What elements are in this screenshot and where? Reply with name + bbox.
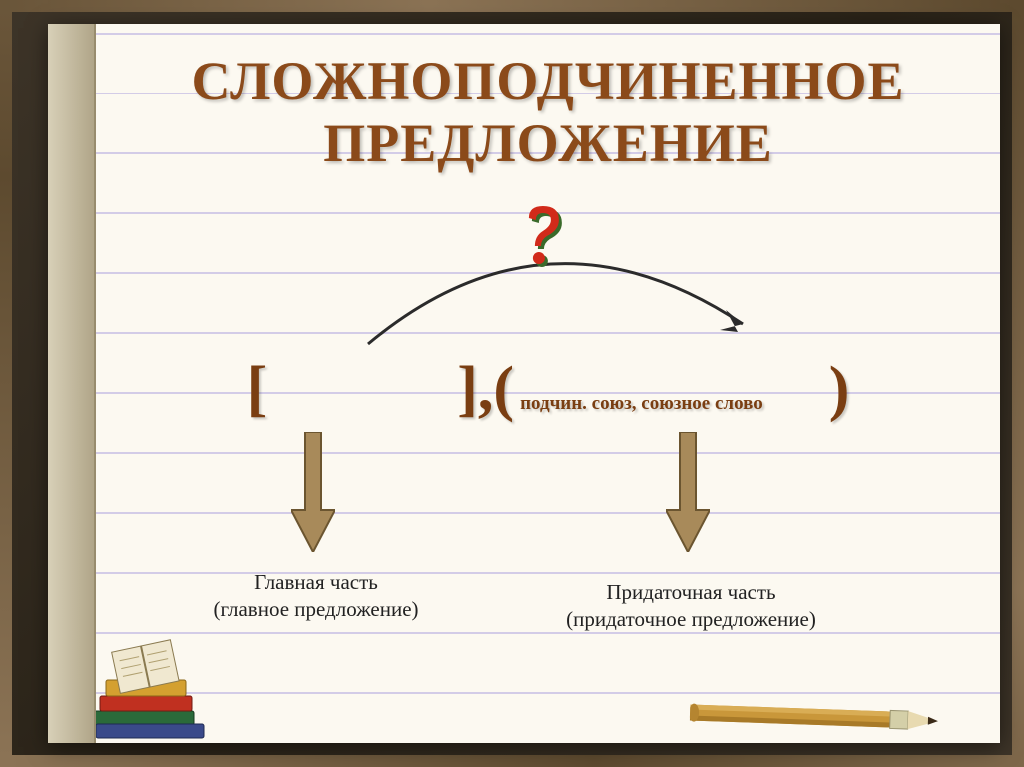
comma: , <box>478 354 494 425</box>
down-arrow-main <box>291 432 335 552</box>
title-line-2: ПРЕДЛОЖЕНИЕ <box>96 112 1000 174</box>
sub-label-line1: Придаточная часть <box>536 579 846 606</box>
subordinate-clause-label: Придаточная часть (придаточное предложен… <box>536 579 846 634</box>
title-line-1: СЛОЖНОПОДЧИНЕННОЕ <box>96 50 1000 112</box>
close-square-bracket: ] <box>457 354 478 425</box>
down-arrow-sub <box>666 432 710 552</box>
conjunction-label: подчин. союз, союзное слово <box>514 393 769 415</box>
main-clause-label: Главная часть (главное предложение) <box>186 569 446 624</box>
close-paren: ) <box>829 354 850 425</box>
page-title: СЛОЖНОПОДЧИНЕННОЕ ПРЕДЛОЖЕНИЕ <box>96 24 1000 174</box>
page-area: СЛОЖНОПОДЧИНЕННОЕ ПРЕДЛОЖЕНИЕ [ ] , <box>96 24 1000 743</box>
main-label-line2: (главное предложение) <box>186 596 446 623</box>
main-label-line1: Главная часть <box>186 569 446 596</box>
open-square-bracket: [ <box>247 354 268 425</box>
notebook-page: СЛОЖНОПОДЧИНЕННОЕ ПРЕДЛОЖЕНИЕ [ ] , <box>48 24 1000 743</box>
question-mark-icon <box>519 206 571 270</box>
pencil-icon <box>690 698 951 735</box>
binding-edge <box>48 24 96 743</box>
open-paren: ( <box>493 354 514 425</box>
books-icon <box>96 626 216 743</box>
sub-label-line2: (придаточное предложение) <box>536 606 846 633</box>
formula: [ ] , ( подчин. союз, союзное слово ) <box>96 354 1000 425</box>
